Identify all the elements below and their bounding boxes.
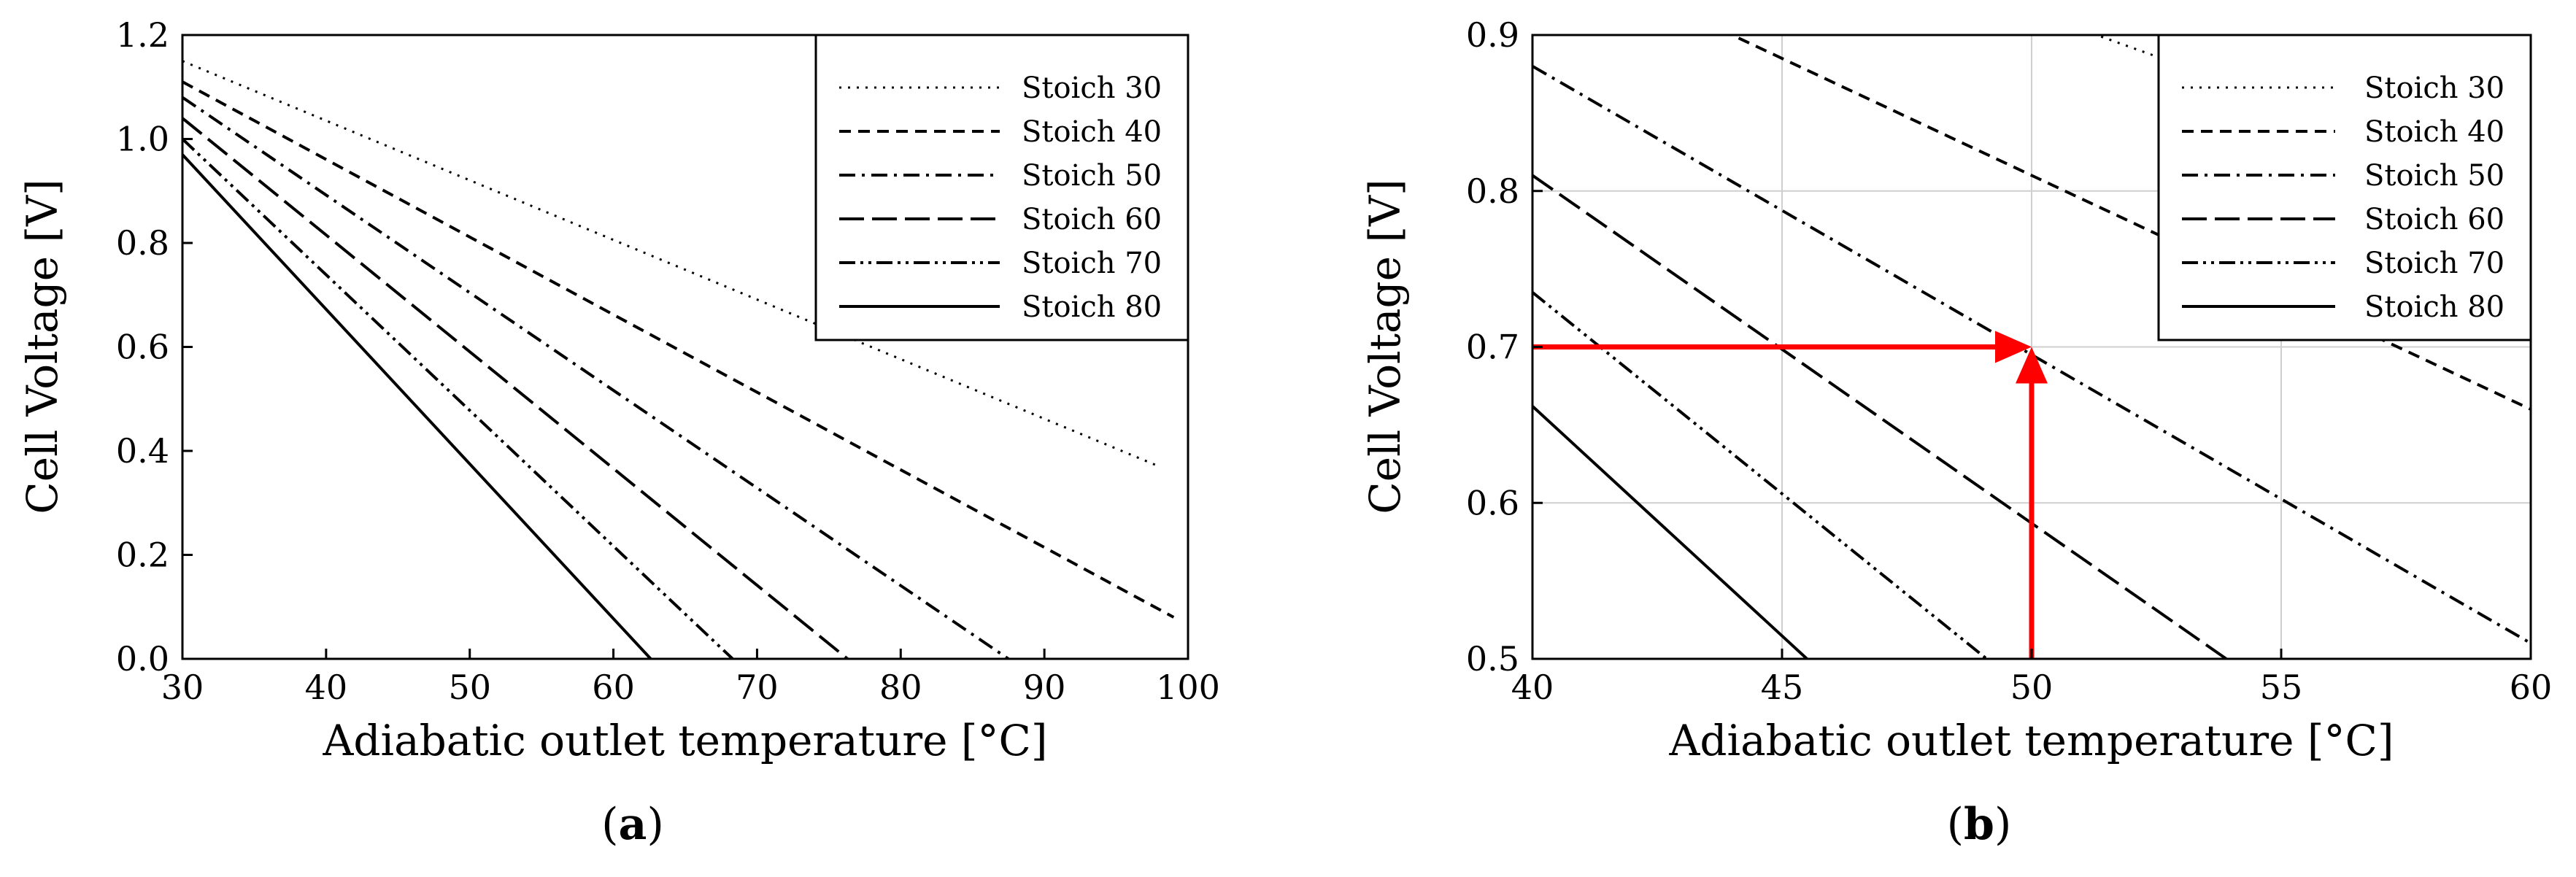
y-tick-label: 0.6 — [1466, 483, 1519, 522]
x-tick-label: 50 — [448, 668, 491, 707]
legend-entry-label: Stoich 70 — [2364, 247, 2504, 280]
tick-labels-a: 30 40 50 60 70 80 90 100 0.0 0.2 0.4 0.6 0.8 1.0 1.2 — [116, 15, 1220, 707]
tick-labels-b: 40 45 50 55 60 0.5 0.6 0.7 0.8 0.9 — [1466, 15, 2552, 707]
series-line-stoich-60 — [182, 117, 849, 659]
panel-label-a: (a) — [601, 799, 664, 850]
y-tick-label: 0.7 — [1466, 328, 1519, 367]
x-tick-label: 100 — [1156, 668, 1220, 707]
x-tick-label: 60 — [592, 668, 635, 707]
y-tick-label: 0.5 — [1466, 639, 1519, 679]
legend-entry-label: Stoich 30 — [2364, 72, 2504, 105]
series-line-stoich-70 — [182, 138, 734, 659]
y-tick-label: 0.8 — [116, 223, 169, 263]
series-line-stoich-50 — [182, 96, 1010, 659]
legend-entry-label: Stoich 70 — [1022, 247, 1162, 280]
legend-entry-label: Stoich 50 — [1022, 159, 1162, 193]
y-axis-label-a: Cell Voltage [V] — [18, 179, 67, 514]
annotation-arrow-head — [1995, 331, 2032, 363]
legend-entry-label: Stoich 30 — [1022, 72, 1162, 105]
annotations-b — [1532, 331, 2048, 659]
y-tick-label: 0.9 — [1466, 15, 1519, 55]
legend-entry-label: Stoich 60 — [1022, 203, 1162, 236]
legend-entry-label: Stoich 80 — [1022, 290, 1162, 324]
series-line-stoich-40 — [182, 80, 1175, 619]
y-tick-label: 0.8 — [1466, 171, 1519, 211]
panel-label-b: (b) — [1947, 799, 2012, 850]
series-line-stoich-30 — [182, 60, 1160, 468]
series-line-stoich-80 — [182, 153, 652, 659]
legend-b: Stoich 30 Stoich 40 Stoich 50 Stoich 60 Stoi… — [2157, 34, 2532, 341]
ticks-b — [1531, 34, 2532, 660]
legend-entry-label: Stoich 40 — [1022, 115, 1162, 149]
x-tick-label: 60 — [2510, 668, 2553, 707]
y-tick-label: 0.0 — [116, 639, 169, 679]
ticks-a — [181, 34, 1189, 660]
x-tick-label: 40 — [305, 668, 348, 707]
x-tick-label: 30 — [161, 668, 204, 707]
y-tick-label: 1.0 — [116, 120, 169, 159]
x-tick-label: 55 — [2260, 668, 2303, 707]
series-line-stoich-60 — [1532, 174, 2227, 659]
legend-entry-label: Stoich 80 — [2364, 290, 2504, 324]
series-line-stoich-80 — [1532, 405, 1808, 659]
legend-box — [2157, 34, 2532, 341]
series-line-stoich-70 — [1532, 291, 1988, 659]
x-tick-label: 80 — [879, 668, 922, 707]
legend-entry-label: Stoich 50 — [2364, 159, 2504, 193]
x-tick-label: 90 — [1023, 668, 1066, 707]
x-axis-label-b: Adiabatic outlet temperature [°C] — [1669, 716, 2394, 765]
chart-panel-a: 30 40 50 60 70 80 90 100 0.0 0.2 0.4 0.6 0.8 1.0 1.2 S… — [18, 15, 1220, 850]
legend-entry-label: Stoich 40 — [2364, 115, 2504, 149]
legend-entry-label: Stoich 60 — [2364, 203, 2504, 236]
y-tick-label: 0.2 — [116, 536, 169, 575]
x-tick-label: 45 — [1761, 668, 1804, 707]
x-tick-label: 70 — [736, 668, 779, 707]
series-group-a — [182, 60, 1175, 659]
x-tick-label: 40 — [1511, 668, 1554, 707]
legend-box — [814, 34, 1189, 341]
y-tick-label: 1.2 — [116, 15, 169, 55]
x-tick-label: 50 — [2010, 668, 2054, 707]
y-tick-label: 0.4 — [116, 431, 169, 471]
y-tick-label: 0.6 — [116, 328, 169, 367]
legend-a: Stoich 30 Stoich 40 Stoich 50 Stoich 60 Stoi… — [814, 34, 1189, 341]
x-axis-label-a: Adiabatic outlet temperature [°C] — [323, 716, 1048, 765]
y-axis-label-b: Cell Voltage [V] — [1360, 179, 1410, 514]
chart-panel-b: 40 45 50 55 600.50.60.70.80.9 Stoich 30Stoic… — [1360, 15, 2552, 850]
annotation-arrow-head — [2016, 347, 2048, 384]
